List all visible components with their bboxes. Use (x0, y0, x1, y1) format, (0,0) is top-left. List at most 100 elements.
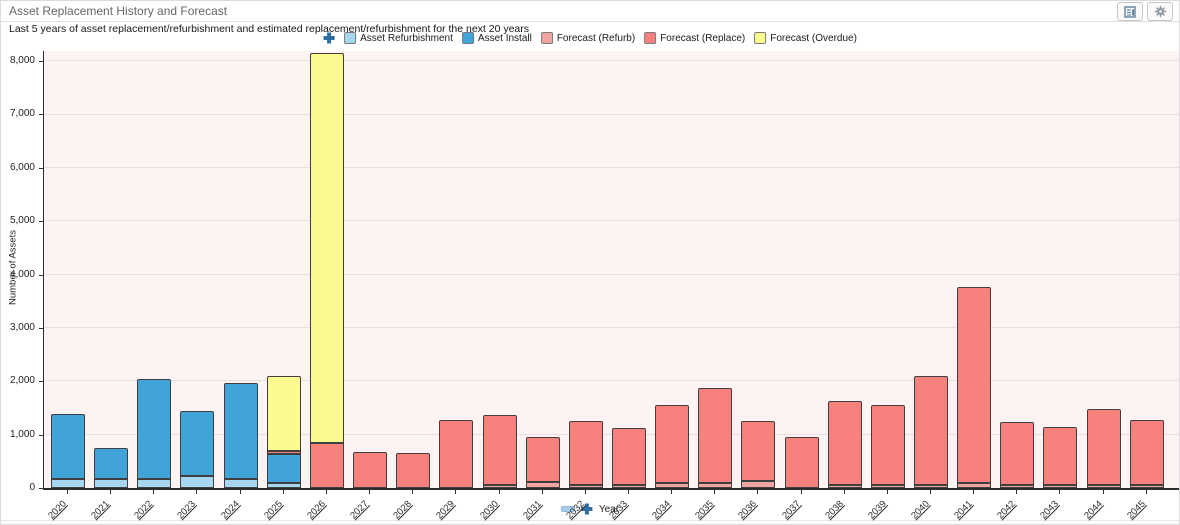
settings-button[interactable] (1147, 2, 1173, 21)
x-axis-year-link-2026[interactable]: 2026 (305, 498, 328, 522)
bar-2044-segment-forecast-refurb[interactable] (1086, 485, 1121, 488)
x-axis-year-link-2037[interactable]: 2037 (779, 498, 803, 522)
bar-2031-segment-forecast-replace[interactable] (525, 436, 560, 483)
bar-2022[interactable] (137, 378, 172, 488)
x-axis-year-link-2021[interactable]: 2021 (89, 498, 113, 522)
bar-2026-segment-forecast-replace[interactable] (309, 442, 344, 488)
x-axis-year-link-2031[interactable]: 2031 (520, 498, 544, 522)
bar-2045-segment-forecast-replace[interactable] (1129, 419, 1164, 485)
bar-2036-segment-forecast-refurb[interactable] (741, 480, 776, 488)
x-axis-year-link-2036[interactable]: 2036 (736, 498, 760, 522)
bar-2026[interactable] (309, 53, 344, 488)
legend-plus-icon[interactable] (323, 32, 335, 44)
x-axis-year-link-2035[interactable]: 2035 (693, 498, 717, 522)
legend-item-forecast-overdue[interactable]: Forecast (Overdue) (754, 32, 857, 44)
bar-2031-segment-forecast-refurb[interactable] (525, 482, 560, 488)
bar-2024[interactable] (223, 382, 258, 488)
bar-2025-segment-asset-install[interactable] (266, 453, 301, 484)
bar-2024-segment-asset-refurbishment[interactable] (223, 478, 258, 488)
bar-2045-segment-forecast-refurb[interactable] (1129, 485, 1164, 488)
bar-2035-segment-forecast-refurb[interactable] (698, 482, 733, 488)
bar-2035[interactable] (698, 387, 733, 488)
bar-2027-segment-forecast-replace[interactable] (353, 451, 388, 488)
x-axis-year-link-2029[interactable]: 2029 (434, 498, 458, 522)
x-axis-year-link-2027[interactable]: 2027 (348, 498, 371, 522)
collapse-dash-icon[interactable] (560, 506, 575, 512)
bar-2042-segment-forecast-refurb[interactable] (1000, 485, 1035, 488)
bar-2023-segment-asset-refurbishment[interactable] (180, 476, 215, 488)
x-axis-year-link-2044[interactable]: 2044 (1081, 498, 1105, 522)
bar-2045[interactable] (1129, 419, 1164, 488)
bar-2034-segment-forecast-refurb[interactable] (655, 482, 690, 488)
x-axis-year-link-2042[interactable]: 2042 (995, 498, 1019, 522)
bar-2039-segment-forecast-replace[interactable] (870, 405, 905, 485)
bar-2030-segment-forecast-replace[interactable] (482, 415, 517, 485)
bar-2025[interactable] (266, 376, 301, 488)
x-axis-year-link-2020[interactable]: 2020 (46, 498, 69, 522)
x-axis-year-link-2028[interactable]: 2028 (391, 498, 415, 522)
bar-2043[interactable] (1043, 426, 1078, 488)
x-axis-year-link-2030[interactable]: 2030 (477, 498, 501, 522)
bar-2033-segment-forecast-replace[interactable] (611, 427, 646, 485)
x-axis-year-link-2022[interactable]: 2022 (132, 498, 156, 522)
bar-2044[interactable] (1086, 409, 1121, 488)
x-axis-year-link-2040[interactable]: 2040 (909, 498, 932, 522)
bar-2038-segment-forecast-replace[interactable] (827, 400, 862, 485)
bar-2033-segment-forecast-refurb[interactable] (611, 484, 646, 488)
legend-item-forecast-refurb[interactable]: Forecast (Refurb) (540, 32, 635, 44)
bar-2036[interactable] (741, 420, 776, 488)
bar-2021-segment-asset-refurbishment[interactable] (94, 479, 129, 488)
bar-2022-segment-asset-install[interactable] (137, 378, 172, 479)
bar-2027[interactable] (353, 451, 388, 488)
x-axis-year-link-2024[interactable]: 2024 (218, 498, 242, 522)
bar-2043-segment-forecast-refurb[interactable] (1043, 485, 1078, 488)
bar-2038[interactable] (827, 400, 862, 488)
legend-item-asset-install[interactable]: Asset Install (461, 32, 532, 44)
x-axis-plus-icon[interactable] (581, 503, 593, 515)
bar-2035-segment-forecast-replace[interactable] (698, 387, 733, 483)
bar-2023[interactable] (180, 411, 215, 488)
bar-2038-segment-forecast-refurb[interactable] (827, 485, 862, 488)
bar-2026-segment-forecast-overdue[interactable] (309, 53, 344, 443)
x-axis-year-link-2045[interactable]: 2045 (1124, 498, 1148, 522)
bar-2032-segment-forecast-refurb[interactable] (568, 485, 603, 488)
bar-2025-segment-asset-refurbishment[interactable] (266, 483, 301, 488)
report-view-button[interactable] (1117, 2, 1143, 21)
bar-2036-segment-forecast-replace[interactable] (741, 420, 776, 481)
bar-2032[interactable] (568, 420, 603, 488)
bar-2039-segment-forecast-refurb[interactable] (870, 485, 905, 488)
bar-2028[interactable] (396, 453, 431, 488)
bar-2020-segment-asset-refurbishment[interactable] (51, 478, 85, 488)
bar-2041-segment-forecast-replace[interactable] (957, 286, 992, 484)
bar-2022-segment-asset-refurbishment[interactable] (137, 478, 172, 488)
bar-2039[interactable] (870, 405, 905, 488)
bar-2020[interactable] (51, 414, 85, 488)
bar-2043-segment-forecast-replace[interactable] (1043, 426, 1078, 485)
bar-2040-segment-forecast-refurb[interactable] (914, 484, 948, 488)
bar-2032-segment-forecast-replace[interactable] (568, 420, 603, 485)
bar-2034[interactable] (655, 405, 690, 488)
bar-2024-segment-asset-install[interactable] (223, 382, 258, 479)
x-axis-year-link-2025[interactable]: 2025 (261, 498, 285, 522)
x-axis-year-link-2034[interactable]: 2034 (650, 498, 673, 522)
bar-2041-segment-forecast-refurb[interactable] (957, 483, 992, 488)
bar-2034-segment-forecast-replace[interactable] (655, 405, 690, 483)
bar-2028-segment-forecast-replace[interactable] (396, 453, 431, 488)
bar-2033[interactable] (611, 427, 646, 488)
bar-2025-segment-forecast-overdue[interactable] (266, 376, 301, 451)
bar-2042[interactable] (1000, 421, 1035, 488)
bar-2044-segment-forecast-replace[interactable] (1086, 409, 1121, 485)
bar-2023-segment-asset-install[interactable] (180, 411, 215, 477)
bar-2025-segment-forecast-replace[interactable] (266, 450, 301, 454)
bar-2029[interactable] (439, 420, 474, 488)
legend-item-asset-refurbishment[interactable]: Asset Refurbishment (344, 32, 453, 44)
x-axis-year-link-2023[interactable]: 2023 (175, 498, 199, 522)
x-axis-year-link-2041[interactable]: 2041 (952, 498, 976, 522)
x-axis-year-link-2039[interactable]: 2039 (866, 498, 889, 522)
bar-2042-segment-forecast-replace[interactable] (1000, 421, 1035, 485)
x-axis-year-link-2038[interactable]: 2038 (822, 498, 846, 522)
bar-2041[interactable] (957, 286, 992, 488)
bar-2030[interactable] (482, 415, 517, 488)
bar-2030-segment-forecast-refurb[interactable] (482, 484, 517, 488)
bar-2021[interactable] (94, 448, 129, 488)
